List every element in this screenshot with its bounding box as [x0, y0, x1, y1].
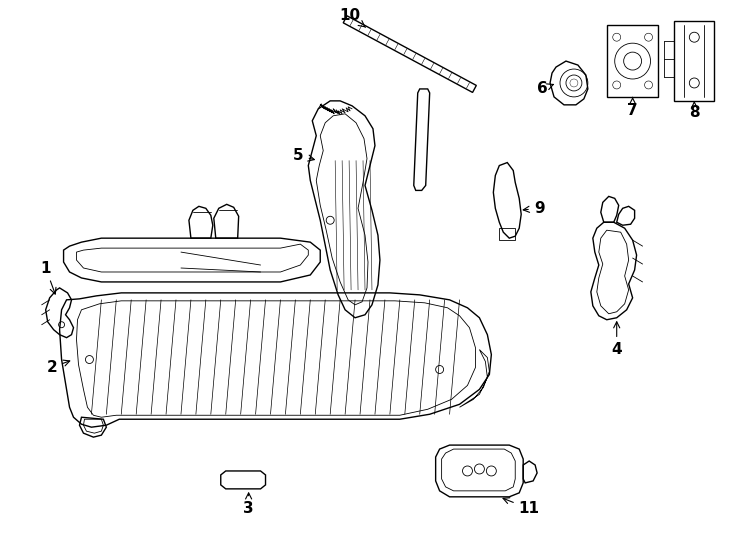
- Text: 10: 10: [340, 8, 366, 28]
- Text: 7: 7: [628, 98, 638, 118]
- Text: 3: 3: [243, 493, 254, 516]
- Text: 1: 1: [40, 260, 56, 294]
- Text: 9: 9: [523, 201, 545, 216]
- Bar: [499, 228, 515, 240]
- Text: 2: 2: [46, 360, 70, 375]
- Text: 5: 5: [293, 148, 314, 163]
- Text: 8: 8: [689, 102, 700, 120]
- Text: 4: 4: [611, 322, 622, 357]
- Text: 6: 6: [537, 82, 553, 97]
- Text: 11: 11: [503, 498, 539, 516]
